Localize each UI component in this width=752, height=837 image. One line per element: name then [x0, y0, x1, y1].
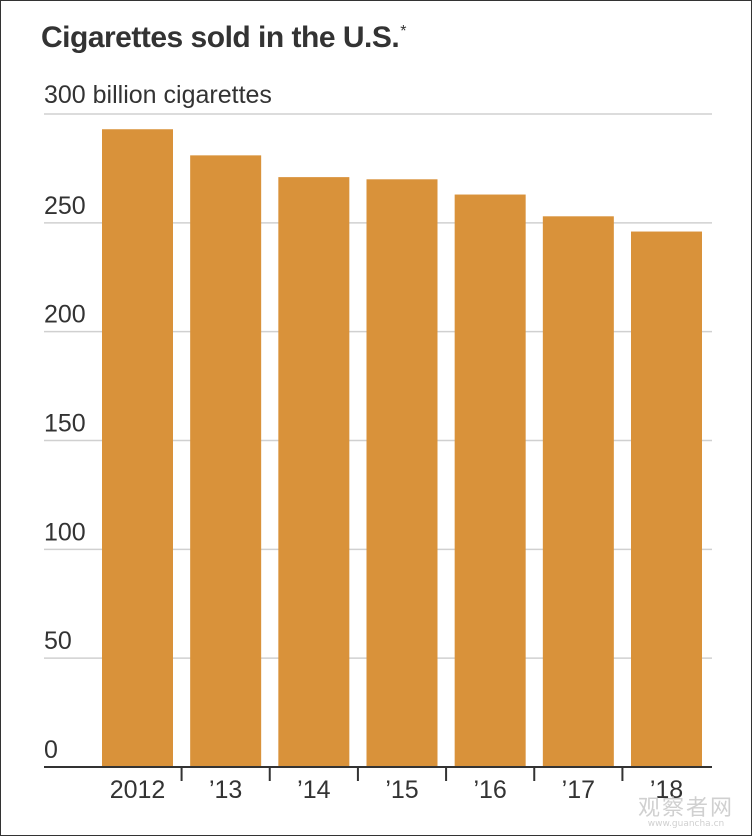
x-tick-label-0: 2012 [110, 776, 166, 804]
y-tick-label-50: 50 [44, 627, 72, 655]
bar-2 [278, 177, 350, 767]
x-tick-label-6: ’18 [650, 776, 683, 804]
chart-title: Cigarettes sold in the U.S.* [41, 21, 406, 54]
y-tick-label-100: 100 [44, 518, 86, 546]
x-tick-label-3: ’15 [385, 776, 418, 804]
bar-1 [190, 155, 262, 767]
y-tick-label-150: 150 [44, 410, 86, 438]
y-tick-label-200: 200 [44, 301, 86, 329]
bar-5 [542, 216, 614, 767]
bar-6 [631, 231, 702, 768]
y-tick-label-250: 250 [44, 192, 86, 220]
x-tick-label-5: ’17 [562, 776, 595, 804]
x-tick-label-2: ’14 [297, 776, 330, 804]
footnote-marker: * [400, 23, 406, 40]
bar-0 [102, 129, 173, 767]
bar-3 [366, 179, 438, 768]
x-tick-label-4: ’16 [473, 776, 506, 804]
x-tick-label-1: ’13 [209, 776, 242, 804]
bar-4 [454, 194, 526, 767]
y-axis-unit-label: 300 billion cigarettes [44, 81, 272, 109]
watermark-logo: 观察者网 www.guancha.cn [637, 796, 734, 829]
y-tick-label-0: 0 [44, 736, 58, 764]
